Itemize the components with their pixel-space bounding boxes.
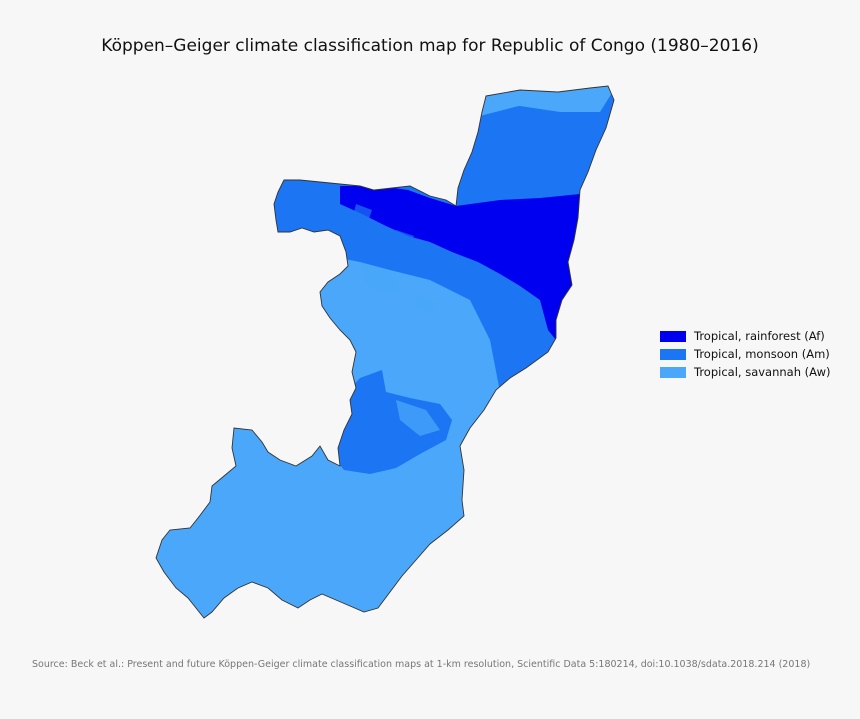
savannah-region-aw-north-tip — [480, 86, 614, 112]
rainforest-region-af — [340, 186, 580, 340]
legend-item-am: Tropical, monsoon (Am) — [660, 345, 830, 363]
legend-swatch-aw — [660, 366, 686, 378]
legend-swatch-af — [660, 330, 686, 342]
monsoon-speckle — [352, 204, 458, 264]
map-title: Köppen–Geiger climate classification map… — [101, 36, 759, 56]
legend-item-aw: Tropical, savannah (Aw) — [660, 363, 830, 381]
legend-label-af: Tropical, rainforest (Af) — [694, 329, 825, 343]
legend-label-am: Tropical, monsoon (Am) — [694, 347, 830, 361]
legend: Tropical, rainforest (Af) Tropical, mons… — [660, 327, 830, 381]
legend-label-aw: Tropical, savannah (Aw) — [694, 365, 831, 379]
source-citation: Source: Beck et al.: Present and future … — [32, 659, 811, 670]
savannah-speckle — [360, 262, 440, 436]
monsoon-region-am-south — [330, 370, 452, 474]
legend-item-af: Tropical, rainforest (Af) — [660, 327, 830, 345]
legend-swatch-am — [660, 348, 686, 360]
